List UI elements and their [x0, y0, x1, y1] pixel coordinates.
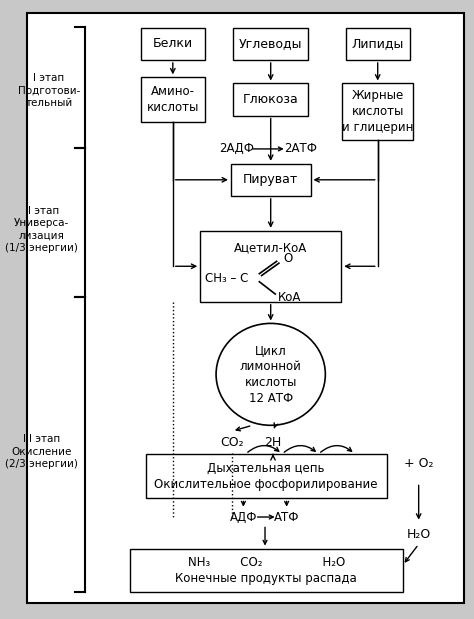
- Text: Дыхательная цепь
Окислительное фосфорилирование: Дыхательная цепь Окислительное фосфорили…: [155, 462, 378, 491]
- FancyBboxPatch shape: [342, 84, 413, 141]
- Text: CH₃ – C: CH₃ – C: [205, 272, 248, 285]
- Text: Амино-
кислоты: Амино- кислоты: [146, 85, 199, 114]
- Text: 2H: 2H: [264, 436, 282, 449]
- Text: O: O: [283, 253, 292, 266]
- Text: CO₂: CO₂: [220, 436, 244, 449]
- Text: КоА: КоА: [278, 291, 301, 304]
- Text: II этап
Универса-
лизация
(1/3 энергии): II этап Универса- лизация (1/3 энергии): [5, 206, 78, 253]
- Text: + O₂: + O₂: [404, 457, 433, 470]
- Text: Пируват: Пируват: [243, 173, 298, 186]
- FancyBboxPatch shape: [27, 13, 464, 603]
- Text: Ацетил-КоА: Ацетил-КоА: [234, 241, 307, 254]
- Ellipse shape: [216, 323, 325, 425]
- Text: NH₃        CO₂                H₂O
Конечные продукты распада: NH₃ CO₂ H₂O Конечные продукты распада: [175, 556, 357, 584]
- FancyBboxPatch shape: [200, 231, 341, 302]
- Text: Липиды: Липиды: [352, 37, 404, 50]
- Text: I этап
Подготови-
тельный: I этап Подготови- тельный: [18, 73, 80, 108]
- FancyBboxPatch shape: [233, 28, 308, 60]
- FancyBboxPatch shape: [233, 84, 308, 116]
- FancyBboxPatch shape: [129, 548, 403, 592]
- Text: Цикл
лимонной
кислоты
12 АТФ: Цикл лимонной кислоты 12 АТФ: [240, 344, 301, 405]
- Text: 2АДФ: 2АДФ: [219, 142, 254, 155]
- Text: Углеводы: Углеводы: [239, 37, 302, 50]
- Text: АТФ: АТФ: [274, 511, 300, 524]
- FancyBboxPatch shape: [231, 164, 310, 196]
- FancyBboxPatch shape: [141, 28, 205, 60]
- Text: Глюкоза: Глюкоза: [243, 93, 299, 106]
- Text: Белки: Белки: [153, 37, 193, 50]
- Text: АДФ: АДФ: [229, 511, 257, 524]
- Text: Жирные
кислоты
и глицерин: Жирные кислоты и глицерин: [342, 89, 413, 134]
- FancyBboxPatch shape: [141, 77, 205, 122]
- FancyBboxPatch shape: [146, 454, 387, 498]
- Text: H₂O: H₂O: [407, 529, 431, 542]
- Text: III этап
Окисление
(2/3 энергии): III этап Окисление (2/3 энергии): [5, 434, 78, 469]
- Text: 2АТФ: 2АТФ: [284, 142, 317, 155]
- FancyBboxPatch shape: [346, 28, 410, 60]
